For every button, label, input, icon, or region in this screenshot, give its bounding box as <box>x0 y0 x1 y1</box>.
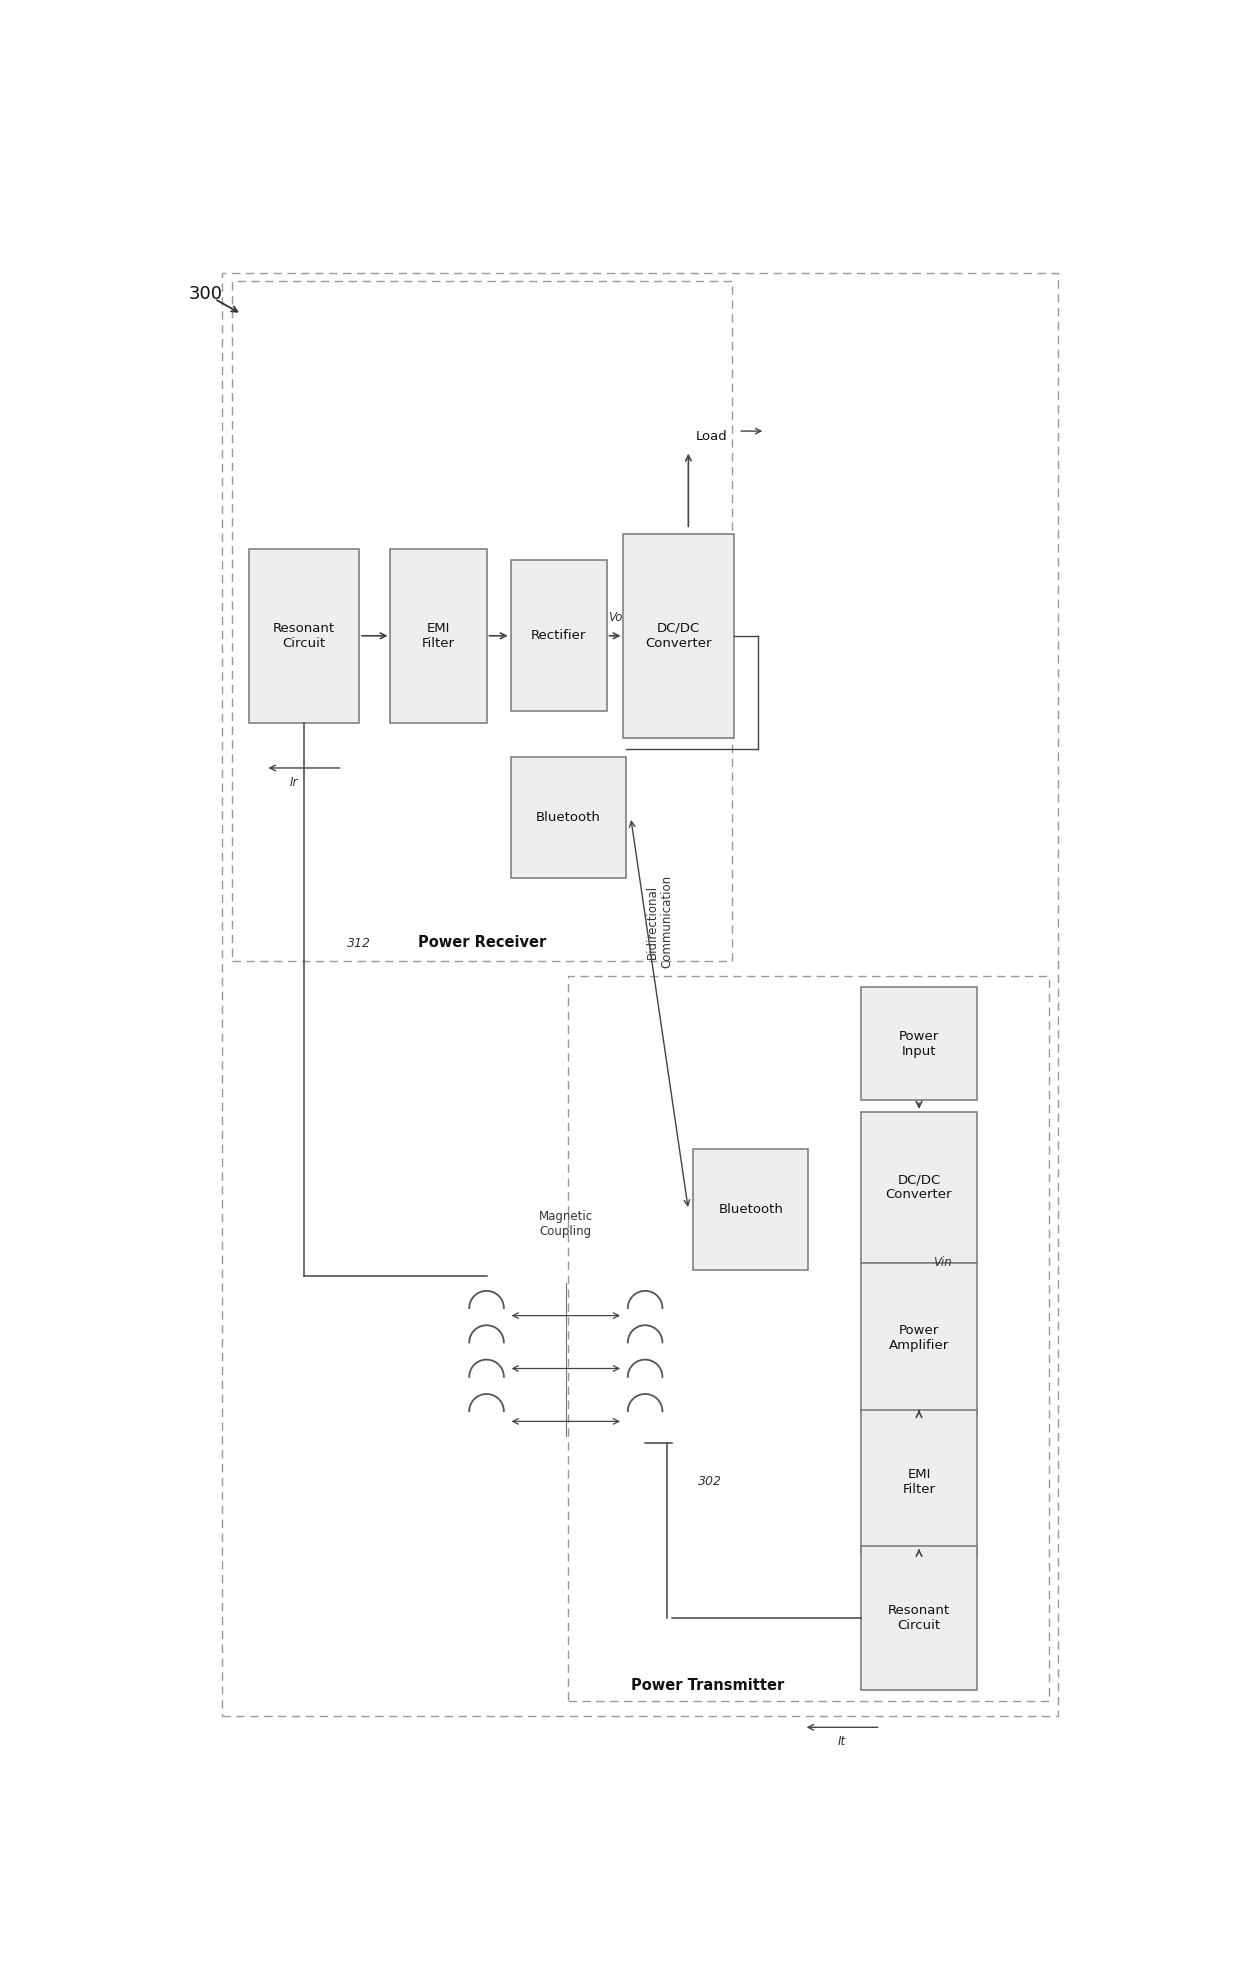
Text: Rectifier: Rectifier <box>531 630 587 642</box>
Text: Load: Load <box>696 430 728 443</box>
Text: EMI
Filter: EMI Filter <box>422 622 455 649</box>
Bar <box>862 1411 977 1554</box>
Text: 302: 302 <box>698 1475 722 1489</box>
Bar <box>693 1150 808 1269</box>
Text: 300: 300 <box>188 284 223 304</box>
Bar <box>222 273 1058 1717</box>
Bar <box>624 534 734 738</box>
Text: Power Transmitter: Power Transmitter <box>631 1678 784 1693</box>
Text: Resonant
Circuit: Resonant Circuit <box>888 1603 950 1632</box>
Bar <box>568 975 1049 1701</box>
Text: Bluetooth: Bluetooth <box>718 1203 784 1216</box>
Bar <box>511 757 626 877</box>
Text: Bidirectional
Communication: Bidirectional Communication <box>646 875 673 967</box>
Text: Bluetooth: Bluetooth <box>536 810 600 824</box>
Text: Vo: Vo <box>608 610 622 624</box>
Text: It: It <box>838 1734 846 1748</box>
Text: Magnetic
Coupling: Magnetic Coupling <box>538 1211 593 1238</box>
Bar <box>232 281 732 961</box>
Bar <box>511 561 606 712</box>
Bar <box>862 1112 977 1264</box>
Text: DC/DC
Converter: DC/DC Converter <box>885 1173 952 1201</box>
Bar <box>862 987 977 1101</box>
Text: Resonant
Circuit: Resonant Circuit <box>273 622 335 649</box>
Bar <box>249 549 360 722</box>
Text: 312: 312 <box>347 938 371 950</box>
Bar <box>391 549 486 722</box>
Text: DC/DC
Converter: DC/DC Converter <box>646 622 712 649</box>
Text: Power
Amplifier: Power Amplifier <box>889 1324 949 1352</box>
Text: Power Receiver: Power Receiver <box>418 936 546 950</box>
Text: Power
Input: Power Input <box>899 1030 939 1058</box>
Text: Vin: Vin <box>934 1256 952 1269</box>
Bar <box>862 1546 977 1689</box>
Text: Ir: Ir <box>290 775 299 789</box>
Bar <box>862 1264 977 1415</box>
Text: EMI
Filter: EMI Filter <box>903 1468 935 1495</box>
